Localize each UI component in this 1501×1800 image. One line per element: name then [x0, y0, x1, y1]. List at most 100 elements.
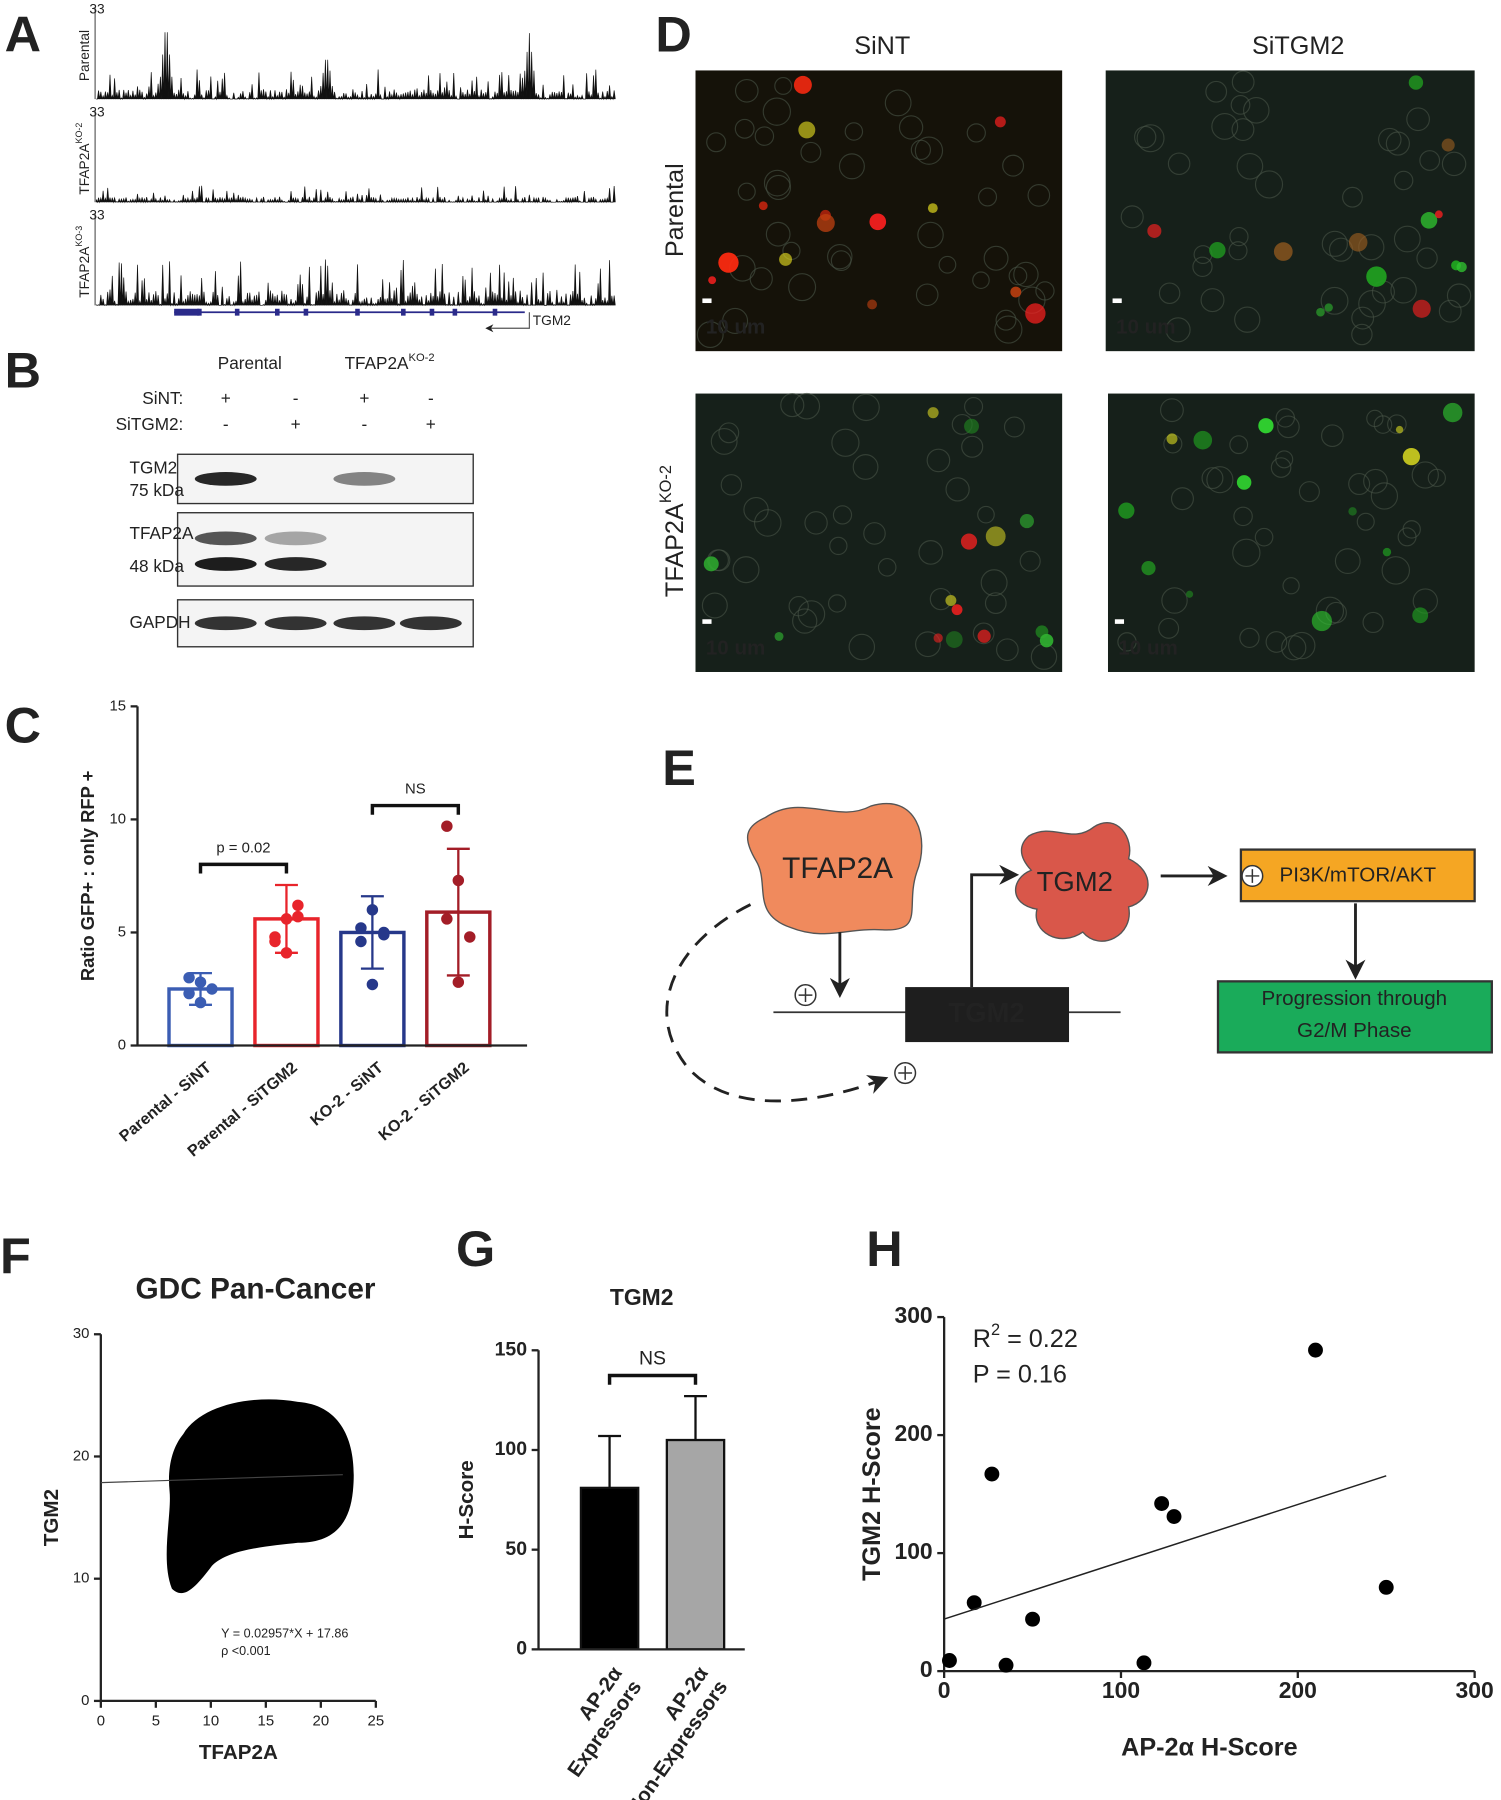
cell-outline	[1366, 409, 1384, 428]
cell-outline	[749, 267, 773, 291]
protein-size: 48 kDa	[129, 556, 184, 576]
gene-box	[905, 987, 1070, 1043]
condition-mark: +	[221, 388, 231, 408]
cell-outline	[972, 622, 995, 645]
blot-band	[194, 616, 257, 631]
condition-label: SiTGM2:	[116, 414, 184, 434]
x-tick-label: KO-2 - SiNT	[307, 1059, 387, 1130]
cell-signal	[718, 252, 739, 273]
data-point	[1025, 1611, 1041, 1627]
data-point	[441, 913, 453, 925]
data-point	[1154, 1496, 1170, 1511]
annotation-text: ρ <0.001	[221, 1644, 271, 1658]
data-point	[441, 820, 453, 832]
cell-outline	[710, 427, 738, 455]
data-point	[269, 931, 281, 943]
cell-outline	[1393, 170, 1414, 191]
cell-outline	[1446, 283, 1472, 308]
micrograph	[695, 393, 1063, 672]
cell-outline	[706, 132, 727, 153]
x-tick-label: 20	[313, 1713, 330, 1729]
coverage-track	[95, 32, 616, 101]
cell-outline	[1393, 225, 1421, 253]
label-line: KO-2 - SiNT	[307, 1059, 387, 1130]
cell-outline	[1320, 286, 1349, 315]
cell-outline	[1231, 70, 1255, 94]
blot-band	[333, 616, 396, 631]
pathway-box	[1239, 848, 1476, 903]
cell-outline	[1160, 398, 1184, 423]
cell-outline	[1441, 151, 1467, 177]
cell-signal	[1441, 138, 1455, 152]
cell-outline	[1165, 317, 1191, 343]
column-label: SiTGM2	[1252, 32, 1344, 60]
cell-outline	[945, 477, 970, 502]
cell-signal	[1324, 303, 1333, 312]
cell-outline	[852, 454, 879, 480]
cell-signal	[816, 214, 835, 233]
cell-outline	[1351, 323, 1373, 346]
data-point	[1166, 1509, 1182, 1524]
cell-outline	[734, 118, 755, 139]
y-tick-label: 5	[118, 924, 126, 940]
tss-arrow	[485, 312, 530, 333]
y-axis-label: TGM2 H-Score	[858, 1407, 886, 1581]
plus-icon	[1241, 864, 1264, 887]
cell-outline	[1254, 170, 1284, 199]
label-text: Parental	[661, 163, 689, 257]
cell-outline	[1003, 416, 1025, 438]
cell-outline	[734, 78, 759, 103]
x-tick-label: 200	[1279, 1677, 1317, 1703]
condition-mark: -	[362, 414, 368, 434]
cell-outline	[915, 283, 939, 307]
cell-signal	[1236, 475, 1252, 490]
cell-outline	[1120, 205, 1144, 229]
cell-signal	[1348, 507, 1357, 516]
cell-outline	[838, 153, 865, 180]
annotation-text: R	[973, 1325, 991, 1353]
cell-outline	[737, 182, 756, 201]
annotation-text: P = 0.16	[973, 1360, 1067, 1388]
cell-outline	[978, 187, 998, 207]
cell-signal	[1010, 286, 1022, 298]
cell-outline	[765, 174, 792, 201]
annotation: ρ <0.001	[221, 1644, 271, 1658]
cell-outline	[831, 428, 860, 457]
y-tick-label: 10	[109, 811, 126, 827]
cell-outline	[1351, 306, 1375, 330]
cell-outline	[732, 556, 760, 584]
data-point	[194, 996, 207, 1009]
cell-signal	[1395, 425, 1404, 434]
data-point	[984, 1466, 1000, 1482]
cell-outline	[1387, 414, 1407, 435]
cell-outline	[977, 505, 995, 524]
cell-outline	[1298, 481, 1320, 503]
cell-outline	[898, 115, 924, 140]
cell-outline	[1416, 247, 1438, 269]
cell-signal	[977, 629, 991, 643]
cell-outline	[1348, 473, 1371, 496]
cell-outline	[1035, 281, 1055, 301]
cell-signal	[945, 631, 963, 648]
cell-signal	[1382, 547, 1392, 557]
cell-outline	[984, 592, 1007, 615]
cell-outline	[1211, 112, 1239, 140]
y-tick-label: 0	[118, 1037, 126, 1053]
track-label: TFAP2AKO-3	[74, 226, 91, 298]
blot-band	[399, 616, 462, 631]
cell-outline	[996, 638, 1019, 662]
tgm2-blob	[1015, 822, 1149, 942]
protein-label: TGM2	[129, 458, 177, 478]
cell-outline	[1019, 550, 1041, 572]
cell-outline	[994, 315, 1023, 344]
gene-label: TGM2	[533, 313, 571, 328]
annotation: P = 0.16	[973, 1360, 1067, 1388]
cell-signal	[1420, 212, 1438, 229]
cell-signal	[1193, 430, 1213, 450]
y-tick-label: 30	[73, 1326, 90, 1342]
cell-signal	[1442, 402, 1463, 423]
cell-outline	[1002, 154, 1025, 177]
row-label: Parental	[661, 163, 689, 257]
cell-signal	[1185, 590, 1194, 598]
cell-outline	[792, 608, 818, 634]
